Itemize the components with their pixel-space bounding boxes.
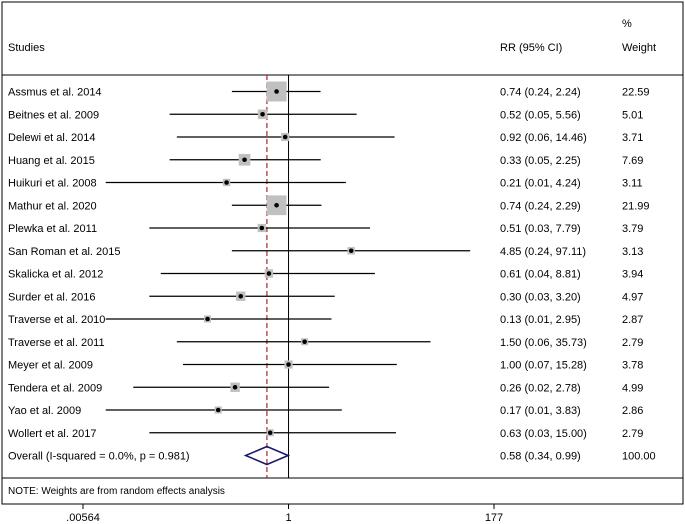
- point-estimate: [274, 89, 279, 94]
- weights-note: NOTE: Weights are from random effects an…: [8, 486, 225, 497]
- point-estimate: [238, 293, 244, 299]
- point-estimate: [267, 430, 273, 436]
- point-estimate: [205, 316, 210, 322]
- weight-value: 2.79: [622, 428, 643, 440]
- study-name: Traverse et al. 2010: [8, 314, 105, 326]
- point-estimate: [274, 202, 279, 208]
- ci-value: 0.61 (0.04, 8.81): [500, 269, 581, 281]
- ci-value: 0.74 (0.24, 2.24): [500, 87, 581, 99]
- study-row: Plewka et al. 2011 0.51 (0.03, 7.79) 3.79: [8, 223, 643, 235]
- ci-value: 0.17 (0.01, 3.83): [500, 405, 581, 417]
- study-name: Wollert et al. 2017: [8, 428, 96, 440]
- point-estimate: [232, 384, 238, 390]
- study-row: Beitnes et al. 2009 0.52 (0.05, 5.56) 5.01: [8, 109, 643, 121]
- weight-value: 4.97: [622, 291, 643, 303]
- study-row: Meyer et al. 2009 1.00 (0.07, 15.28) 3.78: [8, 360, 643, 372]
- header-rr: RR (95% CI): [500, 42, 562, 54]
- study-row: Skalicka et al. 2012 0.61 (0.04, 8.81) 3.9…: [8, 269, 643, 281]
- weight-value: 2.86: [622, 405, 643, 417]
- weight-value: 7.69: [622, 155, 643, 167]
- overall-ci: 0.58 (0.34, 0.99): [500, 451, 581, 463]
- study-row: Surder et al. 2016 0.30 (0.03, 3.20) 4.97: [8, 291, 643, 303]
- point-estimate: [266, 271, 272, 276]
- ci-value: 0.92 (0.06, 14.46): [500, 132, 587, 144]
- study-name: Delewi et al. 2014: [8, 132, 95, 144]
- study-name: Tendera et al. 2009: [8, 382, 102, 394]
- point-estimate: [215, 407, 221, 413]
- point-estimate: [260, 111, 265, 117]
- weight-value: 22.59: [622, 87, 650, 99]
- study-name: San Roman et al. 2015: [8, 246, 121, 258]
- weight-value: 3.11: [622, 178, 643, 190]
- tick-label: 1: [285, 512, 291, 524]
- weight-value: 3.71: [622, 132, 643, 144]
- study-row: San Roman et al. 2015 4.85 (0.24, 97.11) 3…: [8, 246, 643, 258]
- study-rows: Assmus et al. 2014 0.74 (0.24, 2.24) 22.59…: [8, 81, 650, 440]
- ci-value: 0.63 (0.03, 15.00): [500, 428, 587, 440]
- study-name: Mathur et al. 2020: [8, 200, 97, 212]
- point-estimate: [242, 157, 247, 163]
- ci-value: 0.13 (0.01, 2.95): [500, 314, 581, 326]
- study-name: Traverse et al. 2011: [8, 337, 105, 349]
- overall-diamond: [243, 445, 291, 466]
- ci-value: 0.33 (0.05, 2.25): [500, 155, 581, 167]
- study-name: Plewka et al. 2011: [8, 223, 97, 235]
- study-name: Meyer et al. 2009: [8, 360, 93, 372]
- study-name: Huang et al. 2015: [8, 155, 95, 167]
- overall-label: Overall (I-squared = 0.0%, p = 0.981): [8, 451, 190, 463]
- weight-value: 2.79: [622, 337, 643, 349]
- table-header: Studies RR (95% CI) % Weight: [8, 18, 656, 54]
- study-row: Traverse et al. 2010 0.13 (0.01, 2.95) 2.8…: [8, 314, 643, 326]
- point-estimate: [286, 362, 291, 367]
- header-studies: Studies: [8, 42, 45, 54]
- weight-value: 21.99: [622, 200, 650, 212]
- study-row: Huikuri et al. 2008 0.21 (0.01, 4.24) 3.11: [8, 178, 643, 190]
- header-weight-percent: %: [622, 18, 632, 30]
- study-row: Delewi et al. 2014 0.92 (0.06, 14.46) 3.71: [8, 132, 643, 144]
- study-name: Yao et al. 2009: [8, 405, 81, 417]
- weight-value: 3.13: [622, 246, 643, 258]
- study-name: Skalicka et al. 2012: [8, 269, 103, 281]
- study-name: Assmus et al. 2014: [8, 87, 102, 99]
- study-row: Huang et al. 2015 0.33 (0.05, 2.25) 7.69: [8, 153, 643, 167]
- point-estimate: [259, 225, 265, 231]
- header-weight: Weight: [622, 42, 656, 54]
- ci-value: 1.50 (0.06, 35.73): [500, 337, 587, 349]
- ci-value: 0.21 (0.01, 4.24): [500, 178, 581, 190]
- ci-value: 0.51 (0.03, 7.79): [500, 223, 581, 235]
- ci-value: 0.26 (0.02, 2.78): [500, 382, 581, 394]
- weight-value: 2.87: [622, 314, 643, 326]
- study-name: Huikuri et al. 2008: [8, 178, 97, 190]
- ci-value: 1.00 (0.07, 15.28): [500, 360, 587, 372]
- tick-label: 177: [485, 512, 503, 524]
- ci-value: 4.85 (0.24, 97.11): [500, 246, 586, 258]
- weight-value: 3.79: [622, 223, 643, 235]
- tick-label: .00564: [66, 512, 100, 524]
- x-axis: .00564 1 177: [66, 503, 503, 524]
- point-estimate: [282, 134, 288, 140]
- overall-row: Overall (I-squared = 0.0%, p = 0.981) 0.5…: [8, 445, 656, 466]
- study-row: Traverse et al. 2011 1.50 (0.06, 35.73) 2.…: [8, 337, 643, 349]
- overall-weight: 100.00: [622, 451, 656, 463]
- point-estimate: [348, 248, 354, 254]
- ci-value: 0.30 (0.03, 3.20): [500, 291, 581, 303]
- point-estimate: [224, 180, 229, 185]
- study-row: Mathur et al. 2020 0.74 (0.24, 2.29) 21.99: [8, 195, 650, 216]
- study-row: Tendera et al. 2009 0.26 (0.02, 2.78) 4.99: [8, 382, 643, 394]
- study-name: Beitnes et al. 2009: [8, 109, 99, 121]
- weight-value: 3.94: [622, 269, 643, 281]
- study-name: Surder et al. 2016: [8, 291, 95, 303]
- study-row: Wollert et al. 2017 0.63 (0.03, 15.00) 2.7…: [8, 428, 643, 440]
- weight-value: 3.78: [622, 360, 643, 372]
- ci-value: 0.52 (0.05, 5.56): [500, 109, 581, 121]
- ci-value: 0.74 (0.24, 2.29): [500, 200, 581, 212]
- study-row: Yao et al. 2009 0.17 (0.01, 3.83) 2.86: [8, 405, 643, 417]
- weight-value: 5.01: [622, 109, 643, 121]
- study-row: Assmus et al. 2014 0.74 (0.24, 2.24) 22.59: [8, 81, 650, 102]
- point-estimate: [302, 339, 307, 345]
- weight-value: 4.99: [622, 382, 643, 394]
